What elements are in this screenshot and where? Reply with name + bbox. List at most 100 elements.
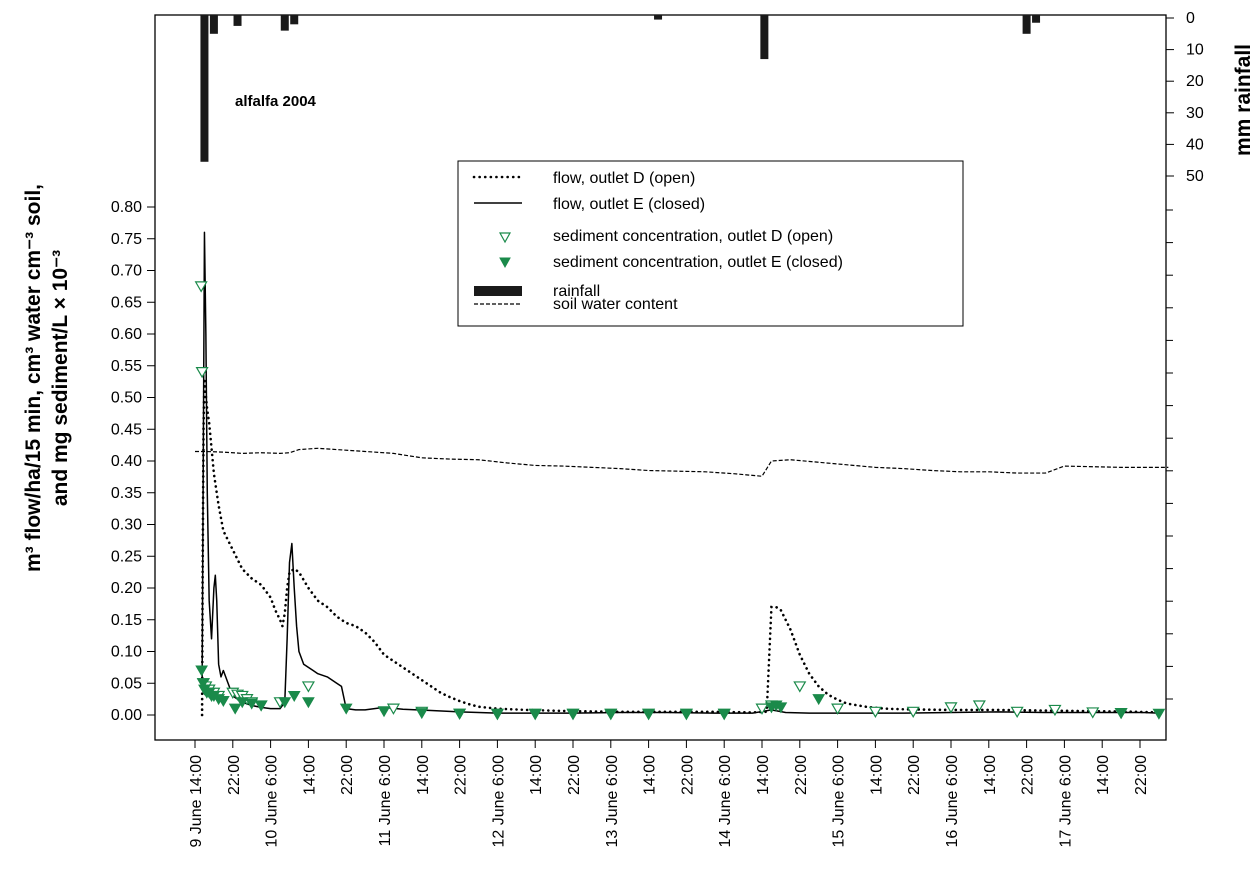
sediment-outlet-e-point <box>566 709 580 721</box>
sediment-outlet-d-point <box>194 281 208 293</box>
y-tick-label: 0.55 <box>111 358 142 375</box>
x-tick-label: 22:00 <box>679 755 696 795</box>
rainfall-bar <box>233 15 242 26</box>
legend-label-sed-d: sediment concentration, outlet D (open) <box>553 228 833 245</box>
x-tick-label: 22:00 <box>1133 755 1150 795</box>
y-axis-title-line2: and mg sediment/L × 10⁻³ <box>49 250 72 506</box>
sediment-outlet-e-point <box>278 697 292 709</box>
sediment-outlet-d-point <box>301 681 315 693</box>
sediment-outlet-e-point <box>1114 708 1128 720</box>
x-tick-label: 14 June 6:00 <box>717 755 734 848</box>
sediment-outlet-e-point <box>642 709 655 721</box>
legend-label-flow-d: flow, outlet D (open) <box>553 170 695 187</box>
sediment-outlet-d-point <box>831 703 845 715</box>
x-tick-label: 10 June 6:00 <box>264 755 281 848</box>
legend: flow, outlet D (open) flow, outlet E (cl… <box>457 160 964 327</box>
flow-outlet-e-line <box>201 231 1159 714</box>
sediment-outlet-d-point <box>755 703 769 715</box>
x-tick-label: 14:00 <box>868 755 885 795</box>
rainfall-bar <box>200 15 209 162</box>
sediment-outlet-e-point <box>216 696 230 708</box>
plot-border <box>154 14 1167 741</box>
rainfall-bar <box>1032 15 1041 23</box>
sediment-outlet-e-point <box>339 703 353 715</box>
sediment-outlet-e-point <box>196 678 210 690</box>
legend-swatch-rain <box>474 286 522 296</box>
y-tick-label: 0.10 <box>111 644 142 661</box>
sediment-outlet-e-markers <box>195 665 1166 721</box>
y2-tick-label: 0 <box>1186 10 1195 27</box>
sediment-outlet-e-point <box>245 698 259 710</box>
rainfall-bar <box>209 15 218 34</box>
x-tick-label: 16 June 6:00 <box>944 755 961 848</box>
sediment-outlet-e-point <box>774 702 788 714</box>
y-tick-label: 0.40 <box>111 453 142 470</box>
y-tick-label: 0.25 <box>111 548 142 565</box>
x-axis: 9 June 14:00 22:00 10 June 6:00 14:00 22:00 1… <box>188 740 1150 848</box>
y-axis-title-line1: m³ flow/ha/15 min, cm³ water cm⁻³ soil, <box>22 184 45 572</box>
sediment-outlet-d-point <box>1048 704 1062 717</box>
rainfall-bar <box>760 15 769 60</box>
sediment-outlet-d-point <box>944 702 958 714</box>
y-axis: 0.00 0.05 0.10 0.15 0.20 0.25 0.30 0.35 0.40 0.45… <box>111 199 155 724</box>
sediment-outlet-e-point <box>680 709 693 721</box>
rainfall-bar <box>280 15 289 31</box>
y-tick-label: 0.75 <box>111 231 142 248</box>
sediment-outlet-d-point <box>386 703 400 715</box>
y-tick-label: 0.35 <box>111 485 142 502</box>
x-tick-label: 9 June 14:00 <box>188 755 205 848</box>
sediment-outlet-e-point <box>528 709 542 721</box>
x-tick-label: 22:00 <box>226 755 243 795</box>
y-tick-label: 0.15 <box>111 612 142 629</box>
x-tick-label: 14:00 <box>301 755 318 795</box>
x-tick-label: 14:00 <box>642 755 659 795</box>
sediment-outlet-e-point <box>1152 708 1166 720</box>
y-tick-label: 0.80 <box>111 199 142 216</box>
sediment-outlet-e-point <box>195 665 208 677</box>
x-tick-label: 11 June 6:00 <box>377 755 394 846</box>
sediment-outlet-e-point <box>453 708 466 720</box>
legend-box <box>457 160 964 327</box>
sediment-outlet-d-point <box>195 367 209 379</box>
legend-swatch-sed-e <box>499 257 511 269</box>
chart-annotation: alfalfa 2004 <box>235 93 317 110</box>
y-tick-label: 0.00 <box>111 707 142 724</box>
soil-water-content-layer <box>195 447 1169 477</box>
plot-frame <box>154 14 1167 741</box>
legend-swatch-sed-d <box>498 232 512 244</box>
flow-outlet-d-line <box>200 378 1161 717</box>
x-tick-label: 15 June 6:00 <box>831 755 848 848</box>
legend-label-swc: soil water content <box>553 296 678 313</box>
soil-water-content-line <box>195 447 1169 477</box>
y-tick-label: 0.65 <box>111 294 142 311</box>
flow-outlet-d-layer <box>200 378 1161 717</box>
sediment-outlet-e-point <box>604 709 618 721</box>
sediment-outlet-d-point <box>972 700 986 712</box>
sediment-outlet-e-point <box>235 697 249 709</box>
sediment-outlet-e-point <box>491 709 504 721</box>
y-tick-label: 0.70 <box>111 263 142 280</box>
x-tick-label: 14:00 <box>982 755 999 795</box>
x-tick-label: 22:00 <box>453 755 470 795</box>
sediment-outlet-d-point <box>906 706 920 719</box>
sediment-outlet-e-point <box>812 694 826 706</box>
legend-label-flow-e: flow, outlet E (closed) <box>553 196 705 213</box>
sediment-outlet-e-point <box>415 708 429 720</box>
x-tick-label: 12 June 6:00 <box>490 755 507 848</box>
x-tick-label: 14:00 <box>1095 755 1112 795</box>
x-tick-label: 13 June 6:00 <box>604 755 621 848</box>
y-tick-label: 0.45 <box>111 421 142 438</box>
y-tick-label: 0.50 <box>111 390 142 407</box>
legend-label-sed-e: sediment concentration, outlet E (closed… <box>553 254 843 271</box>
sediment-outlet-d-point <box>793 681 807 693</box>
sediment-outlet-e-point <box>377 706 391 718</box>
y2-tick-label: 10 <box>1186 42 1204 59</box>
y2-tick-label: 20 <box>1186 73 1204 90</box>
sediment-outlet-d-markers <box>194 281 1128 720</box>
y2-axis-title: mm rainfall <box>1232 44 1255 156</box>
flow-outlet-e-layer <box>201 231 1159 714</box>
x-tick-label: 22:00 <box>906 755 923 795</box>
y2-tick-label: 50 <box>1186 168 1204 185</box>
legend-label-rain: rainfall <box>553 283 600 300</box>
sediment-outlet-d-point <box>1086 707 1100 719</box>
